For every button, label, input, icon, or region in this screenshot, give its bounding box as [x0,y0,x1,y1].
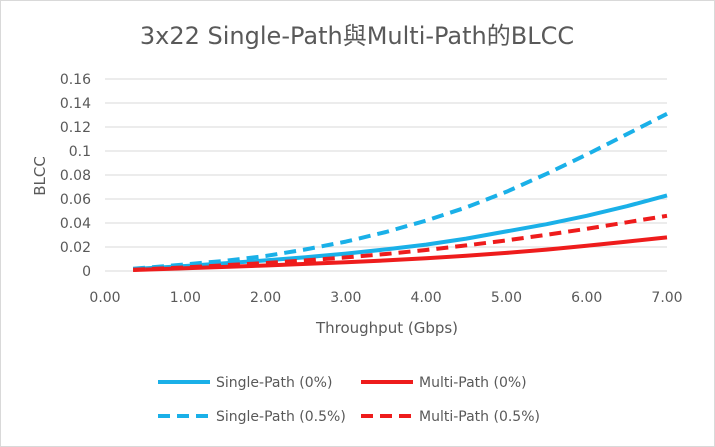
y-tick-label: 0.08 [60,168,91,184]
chart-title: 3x22 Single-Path與Multi-Path的BLCC [140,22,574,50]
x-tick-label: 7.00 [651,290,682,306]
y-tick-label: 0.06 [60,192,91,208]
x-tick-label: 4.00 [411,290,442,306]
x-axis-ticks: 0.00 1.00 2.00 3.00 4.00 5.00 6.00 7.00 [89,290,682,306]
series-line-3 [133,213,668,272]
legend-label: Multi-Path (0%) [419,375,527,391]
series-line-2 [132,112,668,271]
legend-label: Single-Path (0.5%) [216,409,346,425]
y-tick-label: 0.16 [60,72,91,88]
legend-label: Multi-Path (0.5%) [419,409,540,425]
y-tick-label: 0.04 [60,216,91,232]
x-axis-title: Throughput (Gbps) [315,319,458,337]
y-tick-label: 0.14 [60,96,91,112]
y-tick-label: 0.02 [60,240,91,256]
x-tick-label: 0.00 [89,290,120,306]
x-tick-label: 5.00 [491,290,522,306]
y-axis-title: BLCC [31,156,49,196]
gridlines [105,78,667,272]
y-tick-label: 0.1 [69,144,91,160]
x-tick-label: 3.00 [330,290,361,306]
x-tick-label: 6.00 [571,290,602,306]
y-tick-label: 0 [82,264,91,280]
legend-label: Single-Path (0%) [216,375,332,391]
x-tick-label: 1.00 [170,290,201,306]
series-lines [132,112,668,272]
x-tick-label: 2.00 [250,290,281,306]
y-tick-label: 0.12 [60,120,91,136]
legend: Single-Path (0%) Multi-Path (0%) Single-Pa… [158,375,540,425]
y-axis-ticks: 0 0.02 0.04 0.06 0.08 0.1 0.12 0.14 0.16 [60,72,91,280]
